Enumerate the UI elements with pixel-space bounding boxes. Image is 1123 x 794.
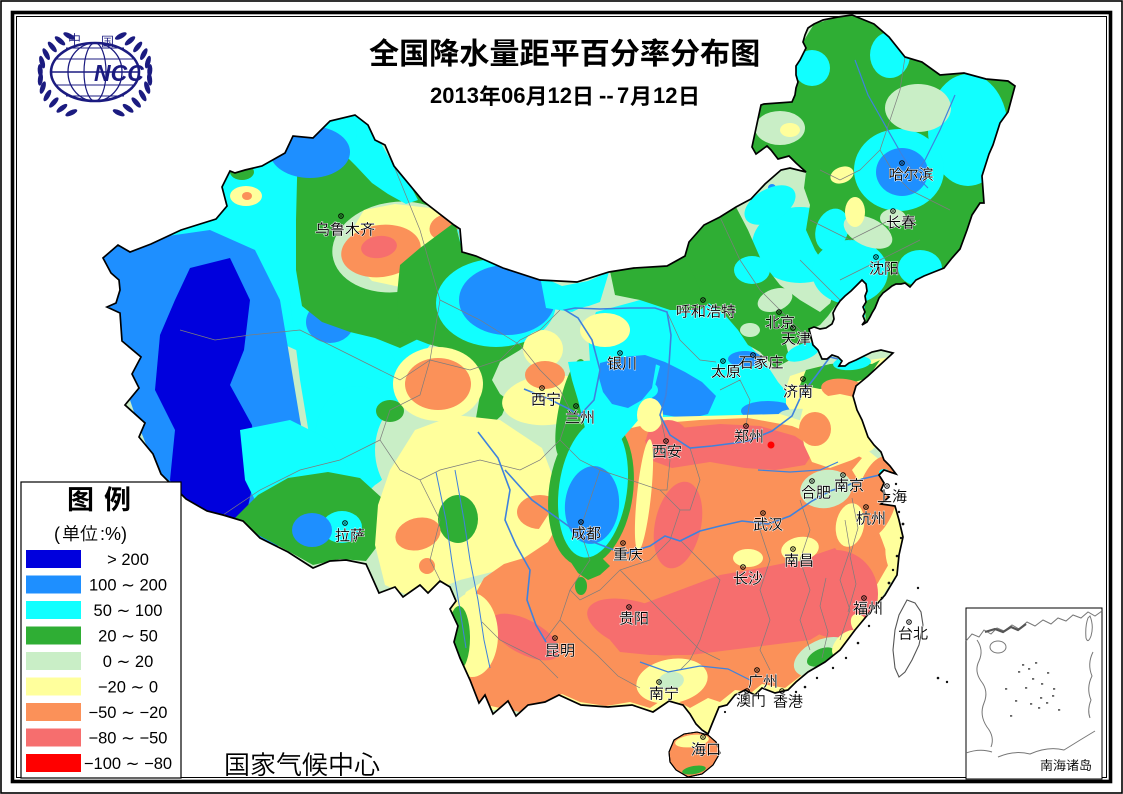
svg-text:0 ∼ 20: 0 ∼ 20 (103, 653, 154, 671)
svg-text:20 ∼ 50: 20 ∼ 50 (98, 628, 158, 646)
svg-text:50 ∼ 100: 50 ∼ 100 (94, 602, 163, 620)
svg-text:06: 06 (501, 83, 525, 108)
svg-text:100 ∼ 200: 100 ∼ 200 (89, 577, 167, 595)
svg-text:> 200: > 200 (107, 551, 149, 569)
svg-text:12: 12 (653, 83, 677, 108)
svg-text:NCC: NCC (94, 60, 144, 86)
svg-text:2013: 2013 (430, 83, 479, 108)
svg-text:7: 7 (617, 83, 629, 108)
svg-text:12: 12 (548, 83, 572, 108)
svg-text:−50 ∼ −20: −50 ∼ −20 (89, 704, 168, 722)
svg-text:−80 ∼ −50: −80 ∼ −50 (89, 730, 168, 748)
svg-text:--: -- (599, 83, 614, 108)
svg-text:−20 ∼ 0: −20 ∼ 0 (98, 679, 158, 697)
svg-text:−100 ∼ −80: −100 ∼ −80 (84, 755, 172, 773)
svg-text::%): :%) (100, 524, 127, 544)
svg-text:(: ( (54, 524, 60, 544)
